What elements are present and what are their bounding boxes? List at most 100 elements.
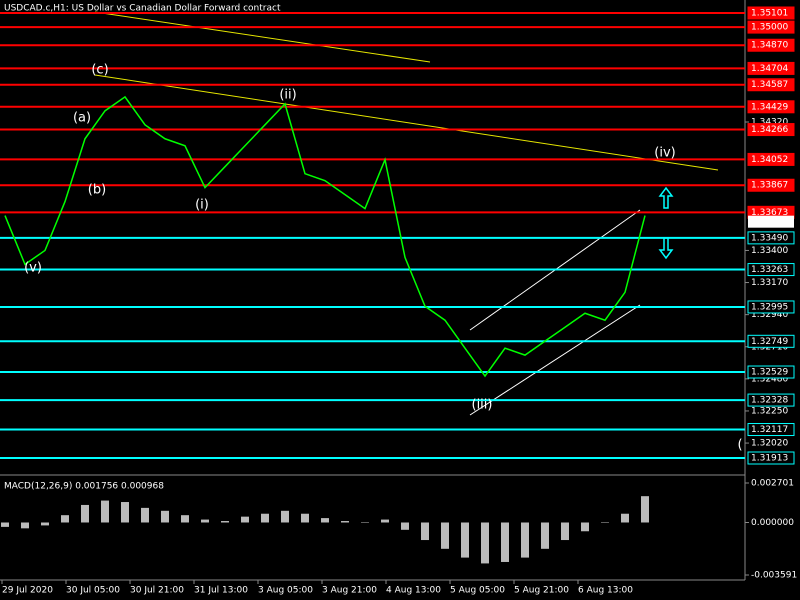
trend-line [94,11,431,63]
wave-label: (iii) [472,398,493,413]
time-label: 5 Aug 21:00 [514,586,569,596]
macd-bar [41,522,49,526]
level-label: 1.35000 [751,23,788,33]
macd-label: MACD(12,26,9) 0.001756 0.000968 [4,482,164,492]
time-label: 4 Aug 13:00 [386,586,441,596]
time-label: 3 Aug 05:00 [258,586,313,596]
price-label: 1.33400 [751,246,788,256]
macd-bar [601,522,609,523]
trend-line [94,74,719,171]
level-box [747,78,795,92]
level-box [747,178,795,192]
macd-bar [521,522,529,558]
level-label: 1.34870 [751,41,788,51]
level-box [747,38,795,52]
wave-label: (ii) [279,88,296,103]
time-label: 30 Jul 05:00 [66,586,120,596]
channel-line [469,304,641,416]
level-box [747,334,795,348]
wave-label: (a) [73,111,91,126]
wave-label: ( [737,438,742,453]
macd-bar [501,522,509,562]
macd-tick-label: -0.003591 [751,571,797,581]
current-label: 1.33606 [751,217,788,227]
level-label: 1.32328 [751,396,788,406]
level-label: 1.33490 [751,233,788,243]
macd-bar [641,496,649,523]
macd-bar [201,519,209,523]
macd-bar [181,515,189,523]
level-box [747,263,795,277]
level-label: 1.34052 [751,155,788,165]
level-label: 1.34704 [751,64,788,74]
wave-label: (v) [24,261,42,276]
macd-bar [441,522,449,549]
time-label: 3 Aug 21:00 [322,586,377,596]
macd-bar [381,519,389,523]
level-label: 1.33673 [751,208,788,218]
price-line [4,95,646,378]
level-label: 1.34266 [751,125,788,135]
level-label: 1.34429 [751,102,788,112]
time-label: 6 Aug 13:00 [578,586,633,596]
level-box [747,393,795,407]
level-box [747,6,795,20]
macd-bar [221,521,229,523]
macd-bar [241,516,249,523]
price-label: 1.33170 [751,278,788,288]
macd-bar [21,522,29,529]
level-label: 1.32749 [751,337,788,347]
macd-bar [61,515,69,523]
macd-bar [121,502,129,523]
macd-bar [481,522,489,564]
down-arrow [658,237,674,260]
macd-bar [141,507,149,523]
macd-bar [1,522,9,527]
level-label: 1.33867 [751,181,788,191]
price-label: 1.32480 [751,374,788,384]
level-box [747,61,795,75]
macd-tick-label: 0.002701 [751,479,794,489]
level-label: 1.33263 [751,265,788,275]
wave-label: (b) [88,183,106,198]
level-label: 1.32995 [751,302,788,312]
macd-bar [541,522,549,549]
level-box [747,300,795,314]
macd-bar [361,522,369,523]
macd-bar [621,513,629,523]
macd-bar [401,522,409,530]
macd-bar [561,522,569,541]
macd-bar [421,522,429,541]
level-label: 1.35101 [751,9,788,19]
level-box [747,123,795,137]
time-label: 31 Jul 13:00 [194,586,248,596]
wave-label: (c) [91,63,108,78]
macd-bar [101,500,109,523]
macd-bar [81,504,89,523]
level-box [747,365,795,379]
price-label: 1.32250 [751,406,788,416]
time-label: 29 Jul 2020 [2,586,53,596]
chart-title: USDCAD.c,H1: US Dollar vs Canadian Dolla… [4,4,281,14]
macd-bar [341,521,349,523]
time-label: 30 Jul 21:00 [130,586,184,596]
price-label: 1.34320 [751,118,788,128]
current-box [748,215,794,228]
macd-bar [321,518,329,523]
wave-label: (i) [195,198,209,213]
macd-bar [161,510,169,523]
up-arrow [658,186,674,209]
level-box [747,100,795,114]
level-label: 1.31913 [751,454,788,464]
level-label: 1.34587 [751,80,788,90]
level-box [747,231,795,245]
macd-bar [301,513,309,523]
macd-tick-label: 0.000000 [751,518,794,528]
level-box [747,20,795,34]
wave-label: (iv) [654,146,675,161]
level-label: 1.32529 [751,368,788,378]
macd-bar [581,522,589,532]
macd-bar [281,510,289,523]
